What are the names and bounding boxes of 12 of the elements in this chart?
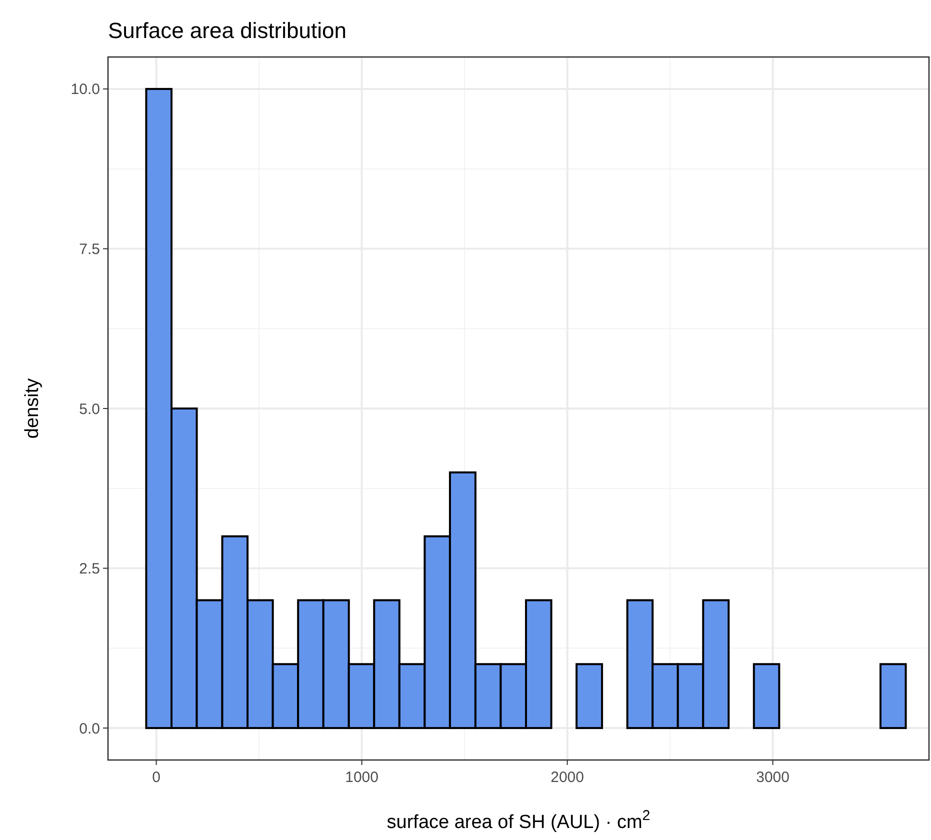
y-tick-label: 0.0 (79, 720, 100, 738)
x-tick-label: 3000 (756, 769, 790, 786)
y-tick-label: 5.0 (79, 400, 100, 418)
chart-title: Surface area distribution (108, 18, 346, 43)
y-tick-label: 7.5 (79, 240, 100, 258)
y-axis-title: density (22, 378, 43, 439)
x-axis-title: surface area of SH (AUL) · cm$^{2}$ (386, 808, 650, 833)
x-tick-label: 2000 (550, 769, 584, 786)
y-tick-label: 10.0 (70, 81, 100, 98)
x-tick-label: 1000 (345, 769, 378, 786)
x-tick-label: 0 (152, 769, 160, 786)
y-tick-label: 2.5 (79, 560, 100, 578)
